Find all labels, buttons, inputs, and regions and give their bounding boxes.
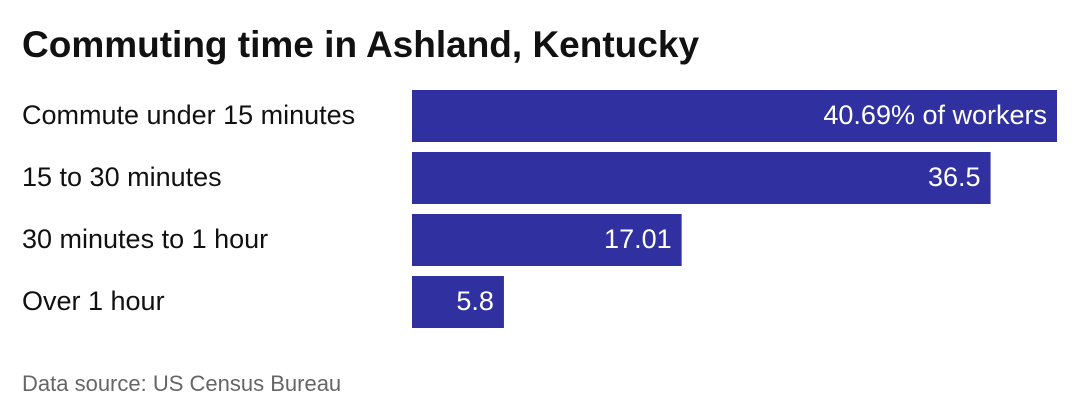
category-label: Commute under 15 minutes: [22, 100, 355, 130]
value-label: 17.01: [604, 224, 672, 254]
bar: [412, 152, 991, 204]
bar: [412, 214, 682, 266]
source-note: Data source: US Census Bureau: [22, 371, 341, 396]
value-label: 5.8: [456, 286, 494, 316]
category-label: 15 to 30 minutes: [22, 162, 222, 192]
bar: [412, 276, 504, 328]
category-label: 30 minutes to 1 hour: [22, 224, 268, 254]
value-label: 36.5: [928, 162, 981, 192]
value-label: 40.69% of workers: [823, 100, 1047, 130]
category-label: Over 1 hour: [22, 286, 165, 316]
chart-title: Commuting time in Ashland, Kentucky: [22, 24, 699, 65]
bar: [412, 90, 1057, 142]
